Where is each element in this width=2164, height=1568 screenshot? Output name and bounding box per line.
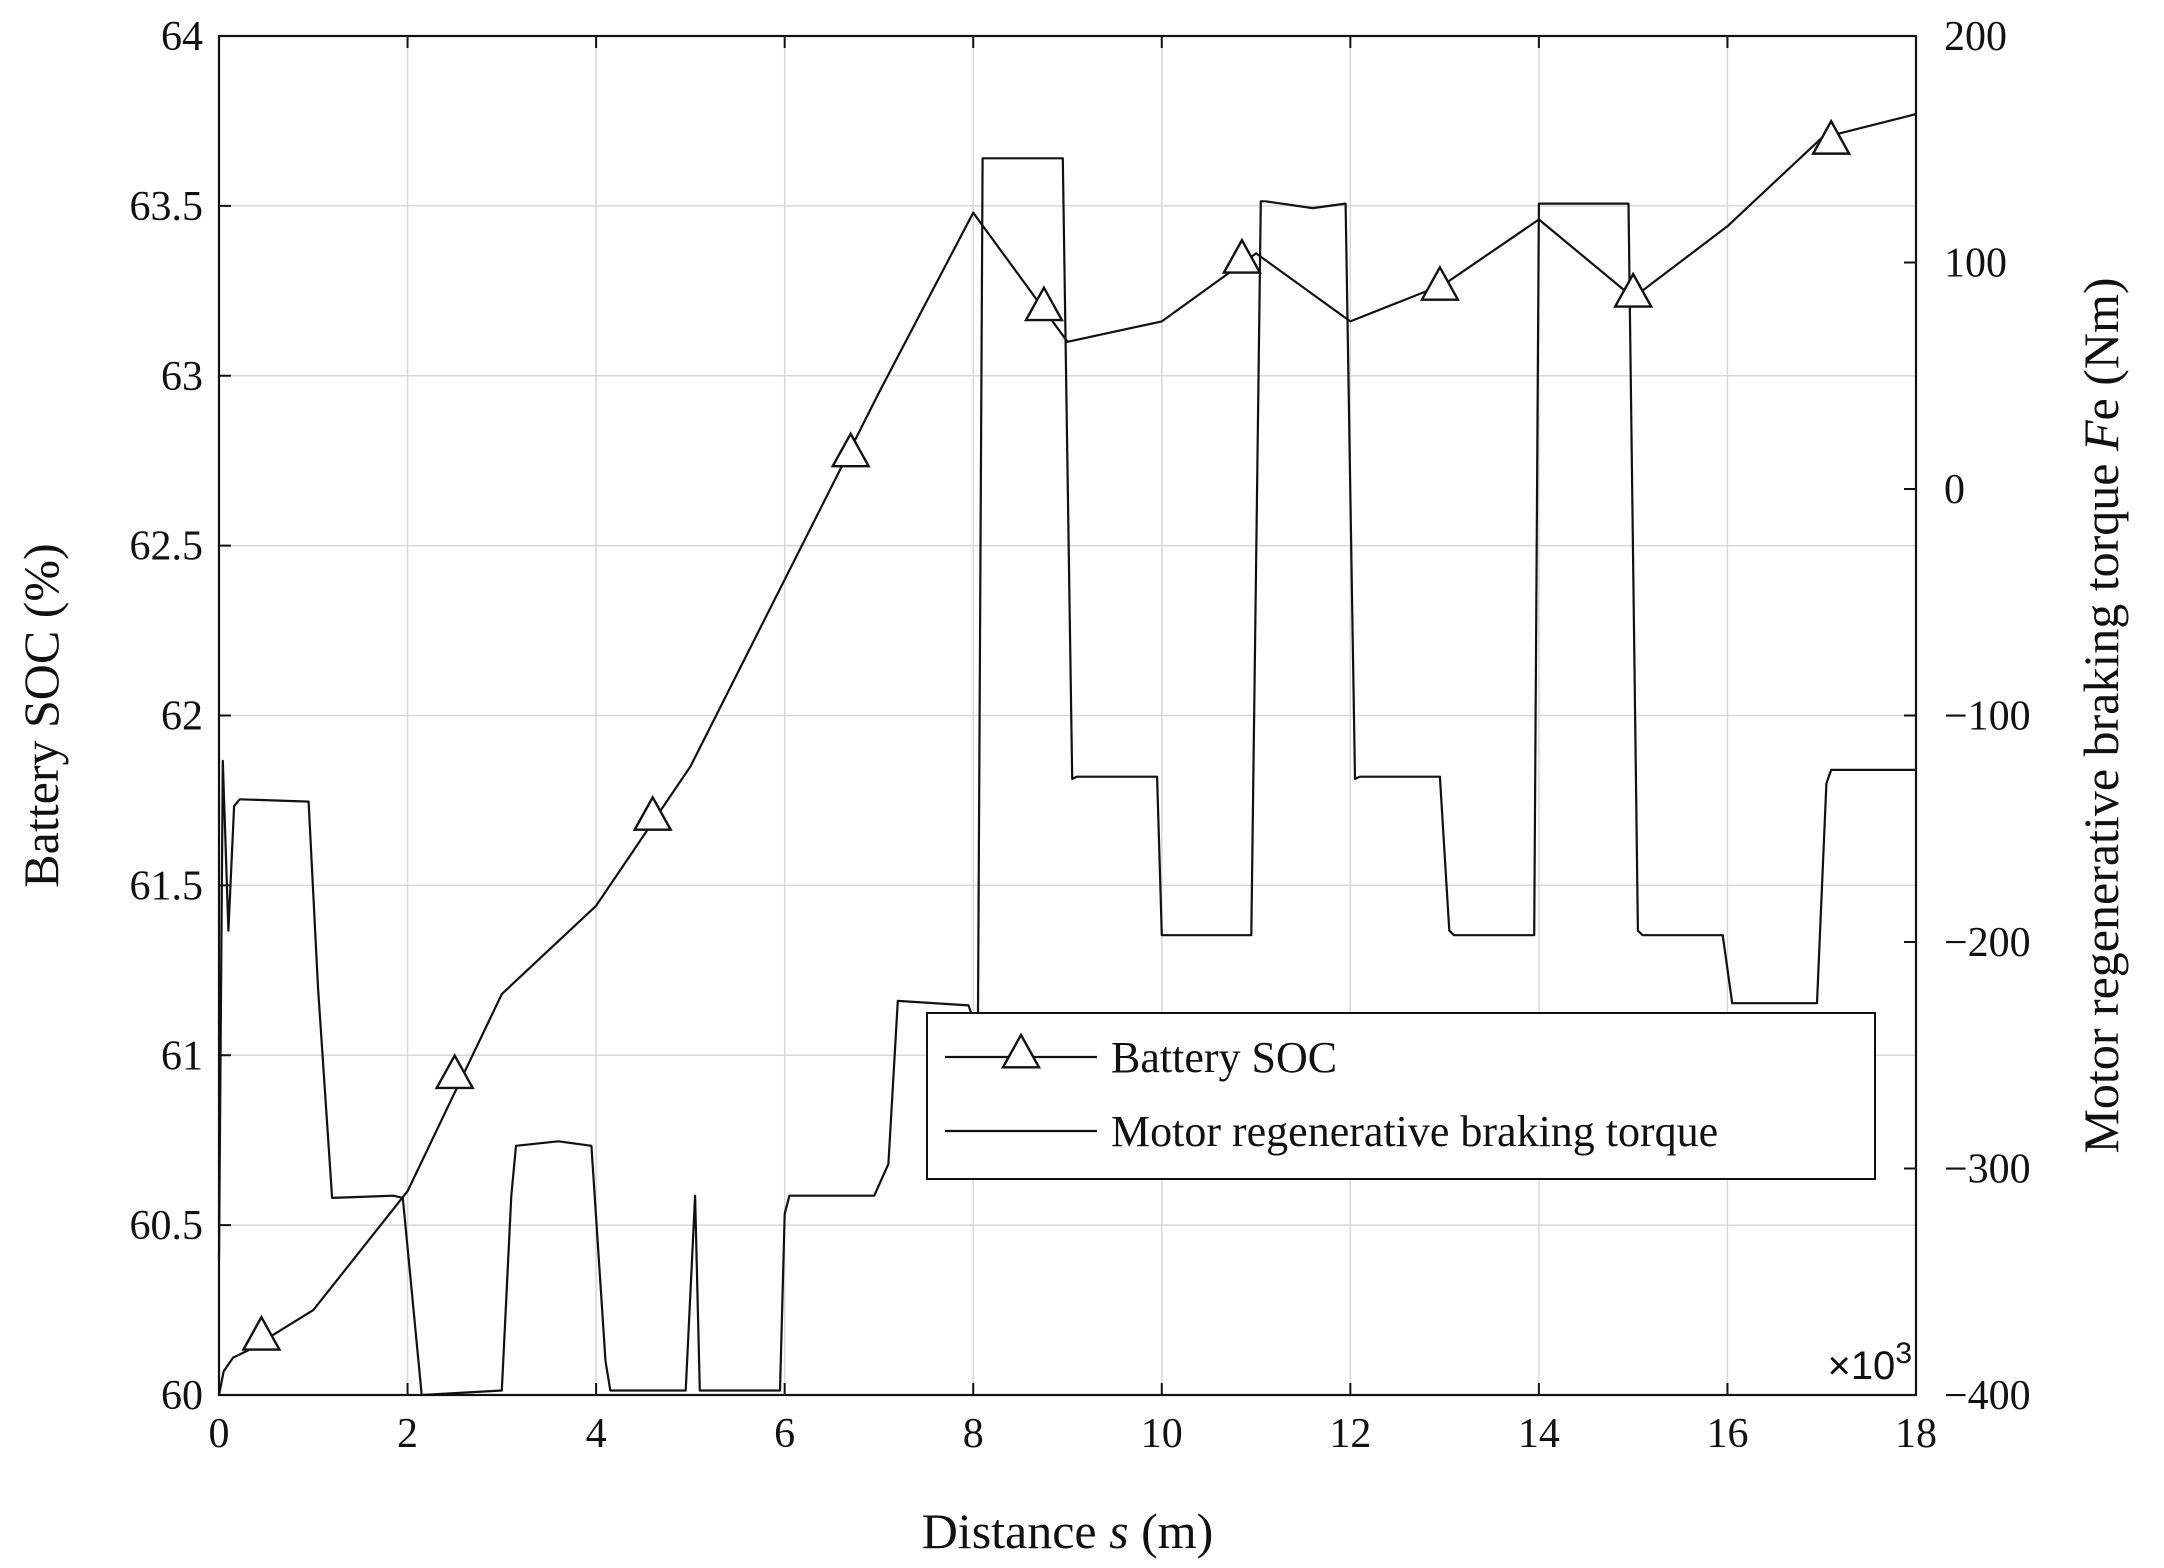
grid xyxy=(218,35,1917,1396)
y-left-tick-label: 60 xyxy=(161,1373,203,1419)
series-layer xyxy=(217,113,1917,1397)
x-tick-label: 14 xyxy=(1518,1411,1560,1457)
legend-label-motor-torque: Motor regenerative braking torque xyxy=(1111,1107,1718,1156)
x-axis-label: Distance s (m) xyxy=(922,1503,1214,1559)
legend-marker-triangle-icon xyxy=(1000,1032,1042,1069)
y-right-tick-label: −200 xyxy=(1944,920,2031,966)
series-line-battery-soc xyxy=(217,113,1917,1396)
ticks: 0 2 4 6 8 10 12 14 16 18 60 60.5 61 61.5 62 62.5 63 63.5 6… xyxy=(130,14,2031,1457)
x-tick-label: 18 xyxy=(1895,1411,1937,1457)
soc-marker-point xyxy=(241,1314,282,1351)
legend: Battery SOC Motor regenerative braking t… xyxy=(926,1012,1876,1180)
y-left-tick-label: 60.5 xyxy=(130,1203,204,1249)
x-tick-label: 6 xyxy=(774,1411,795,1457)
soc-marker-point xyxy=(1613,271,1654,308)
x-tick-label: 0 xyxy=(209,1411,230,1457)
y-right-tick-label: −300 xyxy=(1944,1147,2031,1193)
y-left-tick-label: 62 xyxy=(161,694,203,740)
x-tick-label: 10 xyxy=(1141,1411,1183,1457)
soc-marker-point xyxy=(1419,264,1460,301)
legend-label-battery-soc: Battery SOC xyxy=(1111,1033,1337,1082)
y-right-tick-label: 100 xyxy=(1944,241,2007,287)
y-left-tick-label: 61.5 xyxy=(130,863,204,909)
y-right-tick-label: 0 xyxy=(1944,467,1965,513)
soc-marker-point xyxy=(434,1053,475,1090)
y-right-tick-label: 200 xyxy=(1944,14,2007,60)
y-left-tick-label: 61 xyxy=(161,1033,203,1079)
soc-marker-point xyxy=(830,431,871,468)
y-left-tick-label: 63.5 xyxy=(130,184,204,230)
y-axis-left-label: Battery SOC (%) xyxy=(13,543,69,887)
x-tick-label: 8 xyxy=(963,1411,984,1457)
x-tick-label: 12 xyxy=(1329,1411,1371,1457)
x-tick-label: 4 xyxy=(586,1411,607,1457)
y-right-tick-label: −100 xyxy=(1944,694,2031,740)
y-left-tick-label: 62.5 xyxy=(130,524,204,570)
x-tick-label: 16 xyxy=(1706,1411,1748,1457)
x-tick-label: 2 xyxy=(397,1411,418,1457)
soc-marker-point xyxy=(1811,118,1852,155)
soc-marker-point xyxy=(632,794,673,831)
y-axis-right-label: Motor regenerative braking torque Fe (Nm… xyxy=(2073,277,2129,1153)
y-right-tick-label: −400 xyxy=(1944,1373,2031,1419)
legend-box xyxy=(926,1012,1876,1180)
y-left-tick-label: 63 xyxy=(161,354,203,400)
x-axis-multiplier: ×103 xyxy=(1827,1337,1912,1388)
soc-marker-point xyxy=(1023,285,1064,322)
series-line-motor-torque xyxy=(217,157,1916,1397)
soc-marker-point xyxy=(1221,237,1262,274)
y-left-tick-label: 64 xyxy=(161,14,203,60)
